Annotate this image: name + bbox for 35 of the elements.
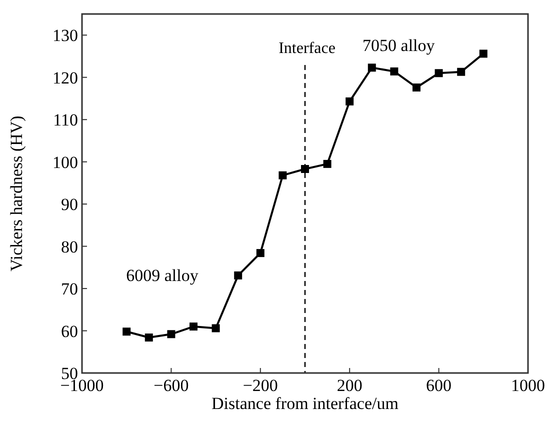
point: [167, 330, 176, 338]
point: [144, 334, 153, 342]
point: [323, 160, 332, 168]
point: [301, 165, 309, 174]
point: [212, 324, 220, 332]
point: [190, 322, 198, 331]
y-tick-label: 90: [61, 195, 78, 214]
x-tick-label: −600: [154, 376, 189, 395]
x-tick-label: 1000: [511, 376, 545, 395]
y-tick-label: 100: [52, 152, 78, 172]
annotation: 7050 alloy: [362, 36, 436, 55]
point: [434, 69, 443, 78]
ref-line-label: Interface: [278, 40, 336, 57]
y-axis-title: Vickers hardness (HV): [7, 116, 26, 272]
point: [234, 271, 242, 280]
point: [346, 97, 354, 106]
point: [368, 64, 376, 72]
y-tick-label: 110: [53, 110, 78, 130]
y-tick-label: 60: [61, 322, 78, 341]
point: [390, 67, 398, 76]
annotation: 6009 alloy: [126, 266, 199, 285]
y-tick-label: 130: [52, 26, 78, 46]
x-tick-label: 200: [336, 376, 362, 395]
y-tick-label: 80: [61, 237, 78, 256]
point: [412, 83, 420, 92]
point: [122, 328, 131, 336]
point: [457, 68, 466, 76]
y-tick-label: 120: [52, 68, 78, 88]
point: [278, 171, 287, 180]
x-tick-label: 600: [426, 376, 452, 395]
point: [479, 50, 488, 58]
x-axis-title: Distance from interface/um: [212, 394, 398, 413]
x-tick-label: −200: [242, 376, 278, 395]
y-tick-label: 70: [61, 280, 78, 299]
point: [256, 249, 264, 258]
